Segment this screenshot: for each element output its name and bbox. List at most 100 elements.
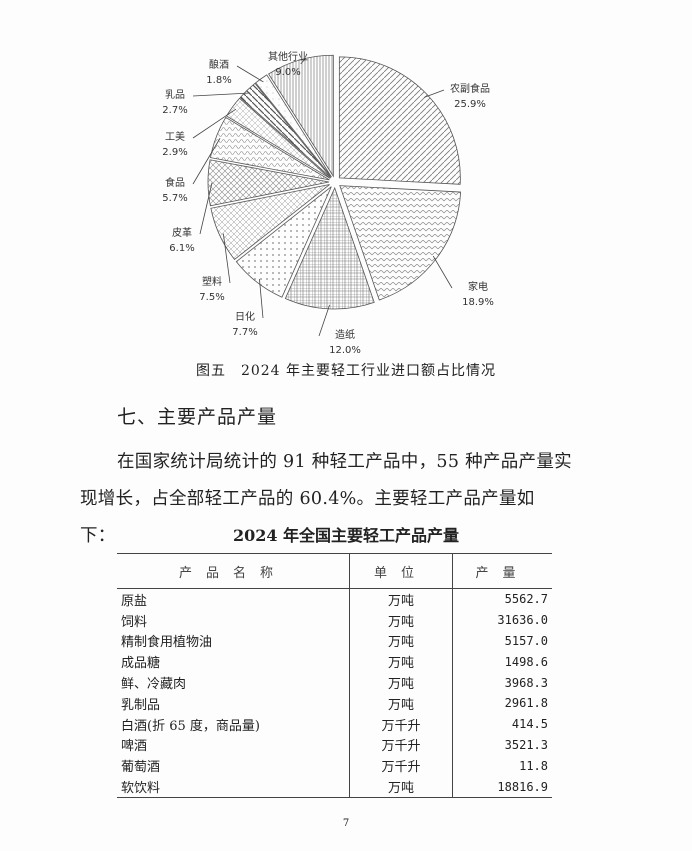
cell-unit: 万吨 [349, 588, 453, 610]
cell-unit: 万吨 [349, 776, 453, 798]
pie-slice-9 [255, 74, 332, 178]
cell-output: 5562.7 [504, 592, 548, 607]
header-product-name: 产品名称 [117, 553, 350, 589]
pie-label: 塑料 7.5% [190, 275, 234, 305]
pie-label: 造纸 12.0% [323, 328, 367, 358]
table-row: 乳制品 万吨 2961.8 [117, 692, 552, 714]
pie-label-pct: 2.9% [162, 147, 188, 158]
table-row: 原盐 万吨 5562.7 [117, 588, 552, 610]
pie-slice-0 [338, 56, 461, 185]
table-row: 鲜、冷藏肉 万吨 3968.3 [117, 672, 552, 693]
pie-label-name: 皮革 [172, 228, 192, 239]
cell-product-name: 精制食用植物油 [117, 630, 350, 652]
pie-label-name: 其他行业 [268, 52, 308, 63]
table-row: 葡萄酒 万千升 11.8 [117, 755, 552, 777]
pie-slice-8 [239, 82, 332, 178]
pie-label: 酿酒 1.8% [197, 58, 241, 88]
production-table: 产品名称 单位 产量 原盐 万吨 5562.7 饲料 万吨 31636.0 精制食用植物油万… [117, 553, 552, 798]
cell-unit: 万千升 [349, 755, 453, 777]
pie-label-pct: 6.1% [169, 243, 195, 254]
pie-label-name: 塑料 [202, 277, 222, 288]
cell-unit: 万吨 [349, 609, 453, 631]
pie-label: 乳品 2.7% [153, 88, 197, 118]
pie-label-pct: 25.9% [454, 99, 486, 110]
table-row: 软饮料 万吨 18816.9 [117, 776, 552, 798]
pie-label: 工美 2.9% [153, 130, 197, 160]
pie-label: 皮革 6.1% [160, 226, 204, 256]
paragraph-line-2: 现增长，占全部轻工产品的 60.4%。主要轻工产品产量如下： [80, 489, 535, 546]
cell-output: 18816.9 [452, 776, 552, 798]
cell-output: 2961.8 [504, 696, 548, 711]
leader-line [192, 138, 221, 185]
table-title: 2024 年全国主要轻工产品产量 [232, 526, 460, 545]
cell-unit: 万千升 [349, 734, 453, 756]
pie-label-name: 造纸 [335, 330, 355, 341]
pie-slice-3 [235, 186, 332, 298]
cell-output: 3521.3 [504, 737, 548, 752]
cell-product-name: 原盐 [117, 588, 350, 610]
leader-line [199, 182, 213, 235]
cell-product-name: 乳制品 [117, 692, 350, 714]
pie-label: 食品 5.7% [153, 176, 197, 206]
pie-slice-1 [339, 185, 462, 301]
pie-slice-4 [210, 184, 330, 261]
cell-unit: 万吨 [349, 692, 453, 714]
cell-unit: 万吨 [349, 672, 453, 693]
pie-slice-10 [268, 54, 334, 178]
cell-output: 1498.6 [504, 654, 548, 669]
pie-label: 农副食品 25.9% [448, 82, 492, 112]
pie-label-pct: 2.7% [162, 105, 188, 116]
paragraph-line-1: 在国家统计局统计的 91 种轻工产品中，55 种产品产量实 [117, 452, 572, 472]
leader-line [318, 304, 330, 337]
cell-output: 3968.3 [504, 675, 548, 690]
table-row: 精制食用植物油 万吨 5157.0 [117, 630, 552, 652]
header-unit: 单位 [349, 553, 453, 589]
pie-slice-2 [284, 186, 375, 310]
pie-label-name: 酿酒 [209, 60, 229, 71]
leader-line [222, 233, 231, 284]
header-output: 产量 [452, 553, 552, 589]
pie-slice-5 [207, 159, 330, 207]
cell-product-name: 白酒(折 65 度，商品量) [117, 713, 350, 735]
cell-output: 11.8 [519, 758, 548, 773]
pie-label-pct: 7.7% [232, 327, 258, 338]
leader-line [236, 65, 264, 83]
table-row: 饲料 万吨 31636.0 [117, 609, 552, 631]
table-row: 啤酒 万千升 3521.3 [117, 734, 552, 756]
table-row: 成品糖 万吨 1498.6 [117, 651, 552, 673]
pie-slice-6 [209, 116, 330, 181]
cell-product-name: 成品糖 [117, 651, 350, 673]
section-heading: 七、主要产品产量 [117, 406, 278, 428]
cell-output: 31636.0 [497, 613, 548, 628]
pie-label-pct: 18.9% [462, 297, 494, 308]
table-row: 白酒(折 65 度，商品量) 万千升 414.5 [117, 713, 552, 735]
leader-line [192, 108, 237, 139]
pie-label: 其他行业 9.0% [266, 50, 310, 80]
pie-label-pct: 7.5% [199, 292, 225, 303]
pie-label-name: 乳品 [165, 90, 185, 101]
pie-slice-7 [225, 97, 331, 179]
pie-label-name: 家电 [468, 282, 488, 293]
cell-unit: 万吨 [349, 630, 453, 652]
cell-output: 5157.0 [504, 633, 548, 648]
pie-label-name: 农副食品 [450, 84, 490, 95]
leader-line [300, 57, 307, 65]
cell-output: 414.5 [511, 717, 548, 732]
leader-line [432, 255, 453, 289]
figure-caption: 图五 2024 年主要轻工行业进口额占比情况 [195, 363, 497, 379]
pie-label-pct: 12.0% [329, 345, 361, 356]
pie-label-pct: 1.8% [206, 75, 232, 86]
leader-line [424, 89, 445, 98]
page-number: 7 [342, 818, 350, 829]
cell-unit: 万千升 [349, 713, 453, 735]
pie-label-pct: 5.7% [162, 193, 188, 204]
pie-label-name: 工美 [165, 132, 185, 143]
leader-line [192, 92, 251, 97]
leader-line [259, 279, 264, 319]
pie-label-name: 日化 [235, 312, 255, 323]
pie-label: 家电 18.9% [456, 280, 500, 310]
pie-label-pct: 9.0% [275, 67, 301, 78]
cell-product-name: 鲜、冷藏肉 [117, 672, 350, 693]
cell-product-name: 软饮料 [117, 776, 350, 798]
